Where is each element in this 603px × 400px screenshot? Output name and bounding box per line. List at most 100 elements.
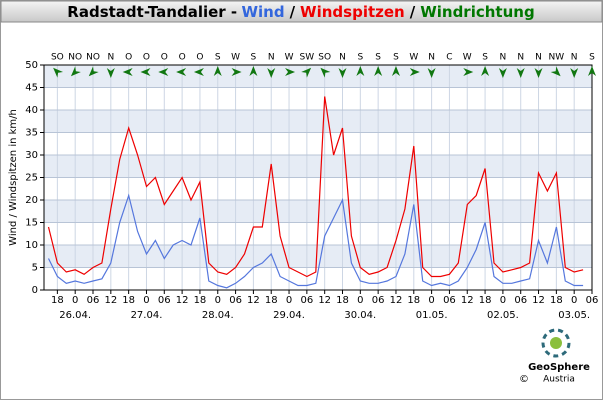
arrow-shape xyxy=(158,68,169,76)
title-part: Radstadt-Tandalier - xyxy=(67,3,237,21)
direction-label: NO xyxy=(86,53,100,63)
arrow-shape xyxy=(391,66,400,76)
arrow-shape xyxy=(534,68,543,78)
x-tick-label: 18 xyxy=(122,295,135,306)
direction-arrow xyxy=(249,66,258,76)
x-tick-label: 06 xyxy=(300,295,313,306)
direction-label: W xyxy=(409,53,418,63)
direction-arrow xyxy=(285,68,296,76)
direction-label: NW xyxy=(549,53,565,63)
direction-arrow xyxy=(498,68,507,78)
arrow-shape xyxy=(356,66,365,76)
date-label: 01.05. xyxy=(416,310,448,321)
y-tick-label: 0 xyxy=(32,285,38,296)
grid-band xyxy=(44,200,592,223)
y-axis-label: Wind / Windspitzen in km/h xyxy=(8,109,19,246)
arrow-shape xyxy=(193,68,204,76)
x-tick-label: 06 xyxy=(158,295,171,306)
x-tick-label: 18 xyxy=(479,295,492,306)
direction-arrow xyxy=(463,68,474,76)
arrow-shape xyxy=(213,66,222,76)
arrow-shape xyxy=(267,68,276,78)
direction-arrow xyxy=(176,68,187,76)
grid-band xyxy=(44,65,592,88)
x-tick-label: 12 xyxy=(104,295,117,306)
direction-arrow xyxy=(231,68,242,76)
direction-arrow xyxy=(534,68,543,78)
arrow-shape xyxy=(427,68,436,78)
direction-arrow xyxy=(193,68,204,76)
direction-label: N xyxy=(535,53,542,63)
arrow-shape xyxy=(409,68,420,76)
direction-arrow xyxy=(481,66,490,76)
x-tick-label: 12 xyxy=(461,295,474,306)
direction-label: N xyxy=(500,53,507,63)
direction-arrow xyxy=(106,68,115,78)
direction-label: S xyxy=(357,53,363,63)
direction-arrow xyxy=(338,68,347,78)
date-label: 28.04. xyxy=(202,310,234,321)
direction-label: SO xyxy=(51,53,64,63)
y-tick-label: 45 xyxy=(25,83,38,94)
arrow-shape xyxy=(498,68,507,78)
direction-arrow xyxy=(374,66,383,76)
y-tick-label: 40 xyxy=(25,105,38,116)
direction-arrow xyxy=(267,68,276,78)
direction-label: W xyxy=(463,53,472,63)
arrow-shape xyxy=(374,66,383,76)
arrow-shape xyxy=(301,67,312,78)
arrow-shape xyxy=(122,68,133,76)
direction-label: N xyxy=(107,53,114,63)
x-tick-label: 06 xyxy=(443,295,456,306)
y-tick-label: 5 xyxy=(32,263,38,274)
direction-arrow xyxy=(320,67,331,78)
x-tick-label: 12 xyxy=(247,295,260,306)
direction-label: W xyxy=(285,53,294,63)
direction-arrow xyxy=(213,66,222,76)
y-tick-label: 50 xyxy=(25,60,38,71)
y-tick-label: 15 xyxy=(25,218,38,229)
logo xyxy=(541,328,571,358)
arrow-shape xyxy=(550,66,561,77)
date-label: 03.05. xyxy=(558,310,590,321)
x-tick-label: 0 xyxy=(357,295,363,306)
x-tick-label: 06 xyxy=(229,295,242,306)
direction-label: O xyxy=(125,53,132,63)
title-part: / xyxy=(410,3,416,21)
x-tick-label: 06 xyxy=(87,295,100,306)
arrow-shape xyxy=(249,66,258,76)
date-label: 26.04. xyxy=(59,310,91,321)
date-label: 29.04. xyxy=(273,310,305,321)
direction-arrow xyxy=(427,68,436,78)
direction-arrow xyxy=(301,67,312,78)
x-tick-label: 0 xyxy=(500,295,506,306)
y-tick-label: 30 xyxy=(25,150,38,161)
direction-label: S xyxy=(589,53,595,63)
x-tick-label: 12 xyxy=(390,295,403,306)
direction-label: O xyxy=(179,53,186,63)
direction-label: O xyxy=(161,53,168,63)
direction-arrow xyxy=(570,68,579,78)
footer-copyright: © xyxy=(519,374,529,385)
y-tick-label: 20 xyxy=(25,195,38,206)
x-tick-label: 06 xyxy=(372,295,385,306)
x-tick-label: 12 xyxy=(176,295,189,306)
arrow-shape xyxy=(320,67,331,78)
x-tick-label: 12 xyxy=(318,295,331,306)
direction-label: S xyxy=(215,53,221,63)
direction-arrow xyxy=(122,68,133,76)
direction-label: N xyxy=(428,53,435,63)
x-tick-label: 0 xyxy=(428,295,434,306)
arrow-shape xyxy=(338,68,347,78)
title-part: Wind xyxy=(241,3,284,21)
direction-label: N xyxy=(339,53,346,63)
footer-brand: GeoSphere xyxy=(528,362,590,373)
x-tick-label: 06 xyxy=(586,295,599,306)
x-tick-label: 12 xyxy=(532,295,545,306)
x-tick-label: 18 xyxy=(194,295,207,306)
direction-label: S xyxy=(251,53,257,63)
direction-label: S xyxy=(375,53,381,63)
plot-border xyxy=(43,64,593,291)
y-tick-label: 35 xyxy=(25,128,38,139)
